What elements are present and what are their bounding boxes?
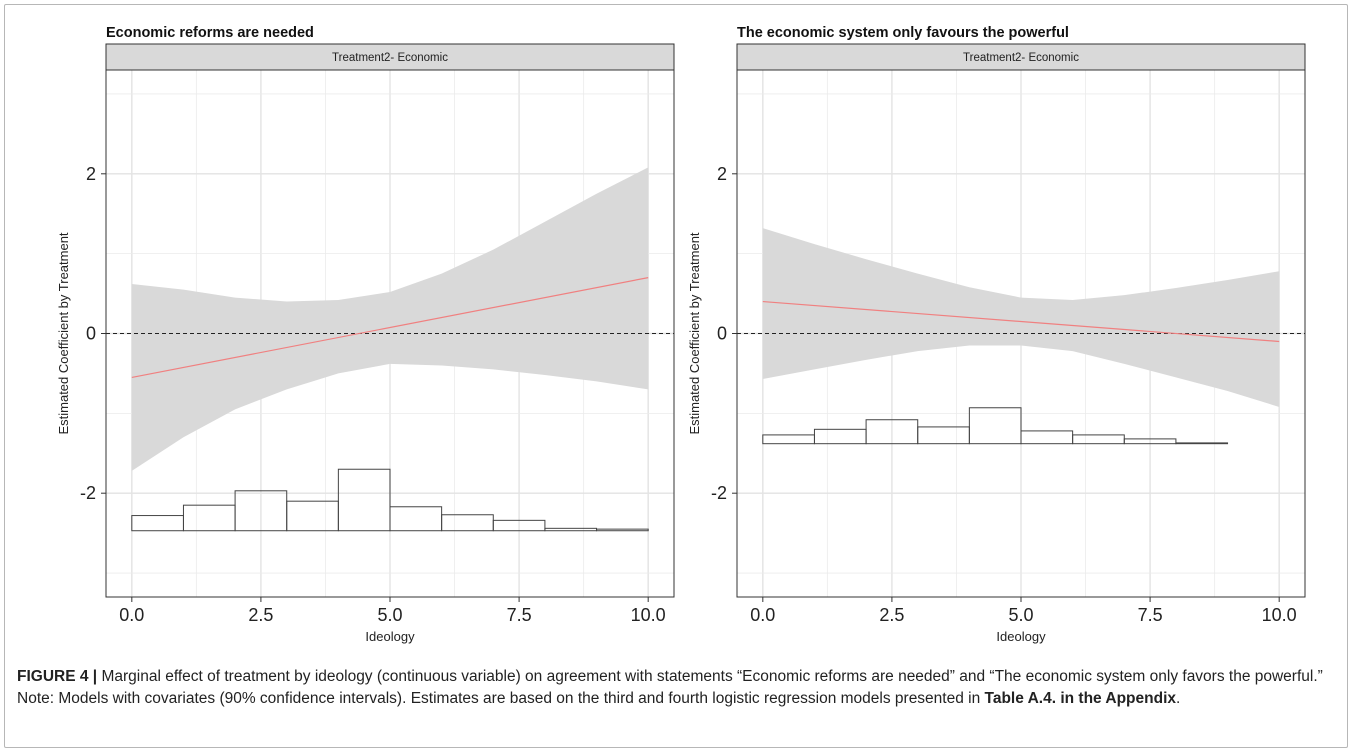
caption-figure-label: FIGURE 4 | [17,668,98,685]
panel1-histogram-bar [337,468,391,532]
panel1-x-tick-label: 5.0 [377,605,402,625]
panel2-x-axis-title: Ideology [996,629,1046,644]
panel2-title: The economic system only favours the pow… [737,25,1069,41]
panel1-x-axis-title: Ideology [365,629,415,644]
panel2-y-axis-title: Estimated Coefficient by Treatment [687,232,702,434]
figure-frame [4,4,1348,748]
panel2-confidence-band [762,228,1280,407]
panel2-x-tick-label: 10.0 [1262,605,1297,625]
panel1-title: Economic reforms are needed [106,25,314,41]
panel2-x-tick-label: 5.0 [1008,605,1033,625]
panel1-y-tick-label: 2 [86,164,96,184]
panel1-y-tick-label: 0 [86,324,96,344]
panel2-y-tick-label: 0 [717,324,727,344]
panel2-histogram-bar [1123,438,1177,445]
panel2-histogram-bar [1175,442,1229,445]
caption-text: Marginal effect of treatment by ideology… [17,668,1323,707]
panel1-y-axis-title: Estimated Coefficient by Treatment [56,232,71,434]
panel1-confidence-band [131,167,649,471]
panel2-estimate-line [762,300,1280,343]
panel1-x-tick-label: 0.0 [119,605,144,625]
panel2-facet-strip [736,43,1306,71]
panel1-histogram-bar [596,528,649,532]
panel2-facet-label: Treatment2- Economic [963,52,1079,64]
caption-end: . [1176,690,1181,707]
caption-table-reference: Table A.4. in the Appendix [984,690,1177,707]
panel1-x-tick-label: 2.5 [248,605,273,625]
panel1-facet-strip [105,43,675,71]
chart-canvas: Economic reforms are needed Treatment2- E… [56,25,1306,644]
panel2-x-tick-label: 0.0 [750,605,775,625]
panel2-x-tick-label: 2.5 [879,605,904,625]
figure-caption: FIGURE 4 | Marginal effect of treatment … [17,666,1337,710]
panel2-y-tick-label: 2 [717,164,727,184]
panel2-y-tick-label: -2 [711,483,727,503]
panel1-y-tick-label: -2 [80,483,96,503]
panel2-x-tick-label: 7.5 [1138,605,1163,625]
panel1-estimate-line [131,277,649,379]
panel1-x-tick-label: 7.5 [507,605,532,625]
panel1-histogram-bar [492,519,546,532]
panel1-facet-label: Treatment2- Economic [332,52,448,64]
panel1-x-tick-label: 10.0 [631,605,666,625]
panel2-histogram-bar [968,407,1022,445]
